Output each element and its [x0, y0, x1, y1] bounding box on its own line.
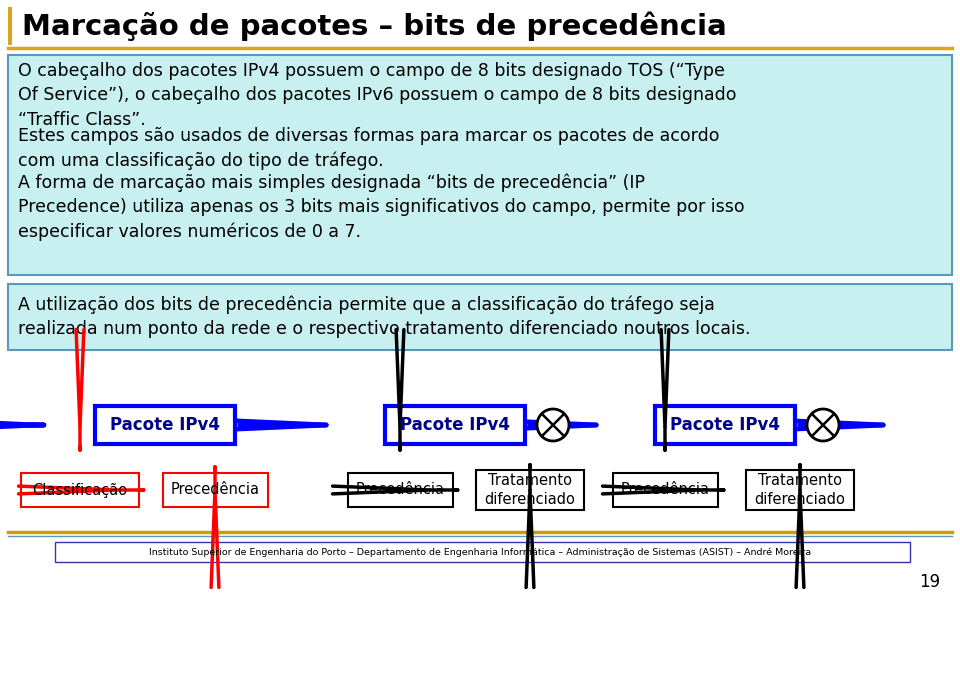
Text: Classificação: Classificação — [33, 482, 128, 498]
Text: Pacote IPv4: Pacote IPv4 — [110, 416, 220, 434]
FancyBboxPatch shape — [162, 473, 268, 507]
FancyBboxPatch shape — [348, 473, 452, 507]
FancyBboxPatch shape — [8, 284, 952, 350]
Text: Pacote IPv4: Pacote IPv4 — [670, 416, 780, 434]
Text: Precedência: Precedência — [355, 482, 444, 498]
Text: Pacote IPv4: Pacote IPv4 — [400, 416, 510, 434]
Circle shape — [807, 409, 839, 441]
Text: Precedência: Precedência — [620, 482, 709, 498]
FancyBboxPatch shape — [55, 542, 910, 562]
FancyBboxPatch shape — [8, 55, 952, 275]
FancyBboxPatch shape — [8, 7, 12, 45]
FancyBboxPatch shape — [476, 470, 584, 510]
Text: 19: 19 — [919, 573, 940, 591]
Text: Instituto Superior de Engenharia do Porto – Departamento de Engenharia Informáti: Instituto Superior de Engenharia do Port… — [149, 547, 811, 556]
Text: O cabeçalho dos pacotes IPv4 possuem o campo de 8 bits designado TOS (“Type
Of S: O cabeçalho dos pacotes IPv4 possuem o c… — [18, 62, 736, 129]
Text: Estes campos são usados de diversas formas para marcar os pacotes de acordo
com : Estes campos são usados de diversas form… — [18, 127, 719, 170]
Circle shape — [537, 409, 569, 441]
FancyBboxPatch shape — [612, 473, 717, 507]
FancyBboxPatch shape — [746, 470, 854, 510]
Text: Precedência: Precedência — [171, 482, 259, 498]
Text: A utilização dos bits de precedência permite que a classificação do tráfego seja: A utilização dos bits de precedência per… — [18, 295, 751, 338]
Text: Tratamento
diferenciado: Tratamento diferenciado — [485, 473, 575, 507]
Text: Marcação de pacotes – bits de precedência: Marcação de pacotes – bits de precedênci… — [22, 11, 727, 41]
Text: Tratamento
diferenciado: Tratamento diferenciado — [755, 473, 846, 507]
FancyBboxPatch shape — [21, 473, 139, 507]
Text: A forma de marcação mais simples designada “bits de precedência” (IP
Precedence): A forma de marcação mais simples designa… — [18, 173, 745, 241]
FancyBboxPatch shape — [655, 406, 795, 444]
FancyBboxPatch shape — [95, 406, 235, 444]
FancyBboxPatch shape — [385, 406, 525, 444]
